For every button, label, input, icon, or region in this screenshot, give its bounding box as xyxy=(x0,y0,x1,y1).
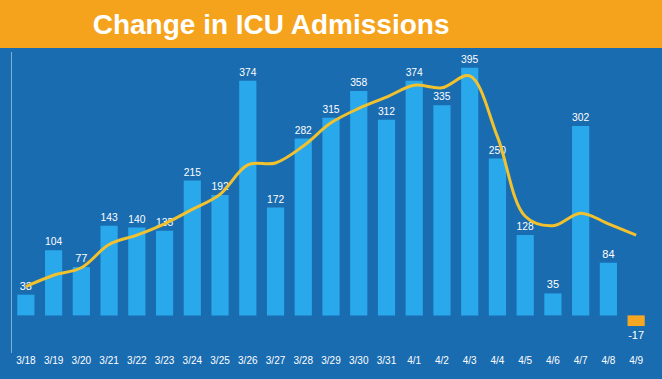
svg-text:84: 84 xyxy=(602,248,614,260)
svg-text:172: 172 xyxy=(267,194,284,205)
svg-text:4/7: 4/7 xyxy=(574,355,588,366)
svg-text:4/9: 4/9 xyxy=(629,355,643,366)
svg-text:312: 312 xyxy=(378,106,395,117)
svg-text:-17: -17 xyxy=(628,329,644,341)
svg-text:3/27: 3/27 xyxy=(266,355,286,366)
svg-text:143: 143 xyxy=(100,212,117,223)
svg-text:335: 335 xyxy=(433,91,450,102)
svg-text:302: 302 xyxy=(572,112,589,123)
svg-text:374: 374 xyxy=(406,67,423,78)
svg-text:3/24: 3/24 xyxy=(183,355,203,366)
svg-text:3/19: 3/19 xyxy=(44,355,64,366)
svg-text:4/6: 4/6 xyxy=(546,355,560,366)
svg-text:3/22: 3/22 xyxy=(127,355,147,366)
svg-text:3/21: 3/21 xyxy=(99,355,119,366)
svg-text:135: 135 xyxy=(156,217,173,228)
svg-text:3/20: 3/20 xyxy=(72,355,92,366)
svg-text:3/28: 3/28 xyxy=(294,355,314,366)
svg-text:4/2: 4/2 xyxy=(435,355,449,366)
svg-text:4/5: 4/5 xyxy=(518,355,532,366)
svg-text:140: 140 xyxy=(128,214,145,225)
svg-text:128: 128 xyxy=(517,221,534,232)
svg-text:192: 192 xyxy=(211,181,228,192)
svg-text:215: 215 xyxy=(184,167,201,178)
svg-text:4/4: 4/4 xyxy=(490,355,504,366)
svg-text:3/23: 3/23 xyxy=(155,355,175,366)
svg-text:250: 250 xyxy=(489,145,506,156)
svg-text:3/31: 3/31 xyxy=(377,355,397,366)
svg-text:104: 104 xyxy=(45,236,62,247)
svg-text:282: 282 xyxy=(295,125,312,136)
svg-text:3/18: 3/18 xyxy=(16,355,36,366)
svg-text:4/8: 4/8 xyxy=(601,355,615,366)
svg-text:374: 374 xyxy=(239,67,256,78)
svg-text:3/26: 3/26 xyxy=(238,355,258,366)
svg-text:Change in ICU Admissions: Change in ICU Admissions xyxy=(93,9,450,40)
svg-text:35: 35 xyxy=(547,278,559,290)
svg-text:3/30: 3/30 xyxy=(349,355,369,366)
svg-text:315: 315 xyxy=(322,104,339,115)
svg-text:358: 358 xyxy=(350,77,367,88)
svg-text:77: 77 xyxy=(75,252,87,264)
svg-text:33: 33 xyxy=(20,280,32,292)
svg-text:4/1: 4/1 xyxy=(407,355,421,366)
svg-text:3/29: 3/29 xyxy=(321,355,341,366)
svg-text:395: 395 xyxy=(461,54,478,65)
svg-text:4/3: 4/3 xyxy=(463,355,477,366)
svg-text:3/25: 3/25 xyxy=(210,355,230,366)
